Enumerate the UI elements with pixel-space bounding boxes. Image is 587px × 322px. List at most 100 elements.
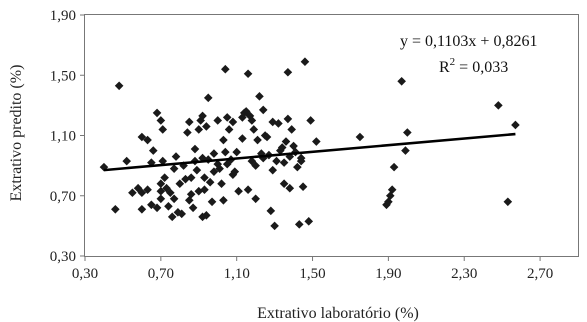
data-point xyxy=(228,117,238,127)
data-point xyxy=(156,116,166,125)
data-point xyxy=(114,81,124,91)
data-point xyxy=(296,153,306,163)
data-point xyxy=(156,194,166,204)
data-point xyxy=(283,67,293,77)
data-point xyxy=(243,69,253,79)
data-point xyxy=(221,147,230,157)
data-point xyxy=(294,220,304,229)
data-point xyxy=(272,156,281,166)
data-point xyxy=(279,158,289,167)
data-point xyxy=(186,173,196,182)
data-point xyxy=(186,189,196,199)
data-point xyxy=(298,182,308,192)
y-tick-label: 1,50 xyxy=(50,68,76,84)
data-point xyxy=(255,92,264,101)
data-point xyxy=(152,203,162,213)
y-axis-title: Extrativo predito (%) xyxy=(8,65,25,202)
data-point xyxy=(156,186,166,196)
data-point xyxy=(156,179,166,188)
x-tick-label: 2,30 xyxy=(451,266,477,282)
data-point xyxy=(183,128,192,137)
data-point xyxy=(382,200,391,210)
data-point xyxy=(283,114,293,124)
data-point xyxy=(209,167,219,176)
data-point xyxy=(169,194,179,204)
data-point xyxy=(148,146,158,155)
data-point xyxy=(228,170,238,179)
data-point xyxy=(266,206,276,216)
data-point xyxy=(276,146,285,155)
data-point xyxy=(222,159,232,169)
data-point xyxy=(247,156,257,166)
x-tick-label: 0,30 xyxy=(72,266,98,282)
data-point xyxy=(164,201,173,211)
data-point xyxy=(511,120,520,130)
data-point xyxy=(217,179,226,188)
tick-marks xyxy=(80,14,541,261)
x-tick-label: 1,90 xyxy=(375,266,401,282)
data-point xyxy=(306,116,315,125)
data-point xyxy=(268,165,278,175)
data-point xyxy=(219,195,228,205)
data-point xyxy=(203,93,213,103)
data-point xyxy=(158,156,168,166)
data-points xyxy=(99,57,520,231)
data-point xyxy=(238,134,247,143)
data-point xyxy=(287,125,296,134)
data-point xyxy=(219,135,228,145)
trendline xyxy=(103,132,516,172)
data-point xyxy=(158,125,168,134)
data-point xyxy=(200,173,209,182)
data-point xyxy=(137,188,147,198)
y-tick-label: 1,10 xyxy=(50,129,76,145)
data-point xyxy=(401,146,410,155)
data-point xyxy=(147,200,156,210)
data-point xyxy=(243,185,253,195)
data-point xyxy=(184,117,194,127)
data-point xyxy=(198,111,207,121)
data-point xyxy=(152,108,162,118)
data-point xyxy=(355,132,365,142)
data-point xyxy=(234,186,243,196)
data-point xyxy=(202,122,211,131)
data-point xyxy=(397,76,406,86)
r-squared-label: R2 = 0,033 xyxy=(439,56,508,76)
data-point xyxy=(190,144,200,154)
data-point xyxy=(213,116,223,125)
x-tick-label: 0,70 xyxy=(148,266,174,282)
equation-label: y = 0,1103x + 0,8261 xyxy=(400,33,537,50)
data-point xyxy=(143,135,152,145)
data-point xyxy=(166,188,175,198)
data-point xyxy=(137,132,147,142)
data-point xyxy=(175,179,185,188)
data-point xyxy=(403,128,412,137)
data-point xyxy=(177,209,187,219)
y-axis-ticks: 0,30 0,70 1,10 1,50 1,90 xyxy=(50,8,76,265)
data-point xyxy=(194,125,204,134)
data-point xyxy=(293,162,302,172)
x-tick-label: 1,10 xyxy=(224,266,250,282)
data-point xyxy=(198,212,207,222)
data-point xyxy=(232,147,241,157)
data-point xyxy=(385,191,395,201)
data-point xyxy=(160,173,169,182)
data-point xyxy=(122,156,132,166)
x-axis-title: Extrativo laboratório (%) xyxy=(257,305,419,322)
y-tick-label: 0,70 xyxy=(50,189,76,205)
data-point xyxy=(279,179,289,188)
data-point xyxy=(494,101,503,110)
data-point xyxy=(300,57,310,66)
data-point xyxy=(215,164,224,173)
data-point xyxy=(171,152,181,161)
data-point xyxy=(184,195,194,205)
data-point xyxy=(262,132,272,142)
data-point xyxy=(503,197,513,207)
data-point xyxy=(111,205,120,214)
data-point xyxy=(213,159,223,169)
data-point xyxy=(202,211,211,220)
data-point xyxy=(389,162,399,172)
y-tick-label: 0,30 xyxy=(50,249,76,265)
data-point xyxy=(221,64,230,74)
data-point xyxy=(188,203,198,213)
